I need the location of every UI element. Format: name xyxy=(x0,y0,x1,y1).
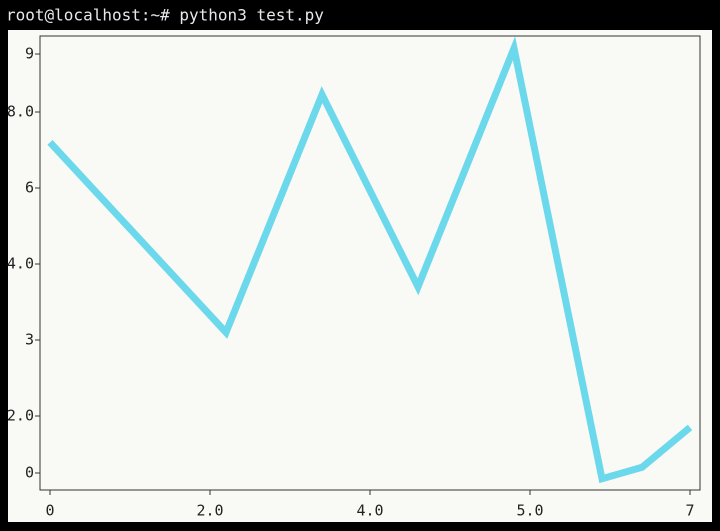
plot-window xyxy=(8,30,712,522)
y-tick-label: 2.0 xyxy=(7,407,34,425)
y-tick-label: 0 xyxy=(25,464,34,482)
x-tick-label: 5.0 xyxy=(516,502,543,520)
y-tick-label: 9 xyxy=(25,45,34,63)
y-tick-label: 3 xyxy=(25,331,34,349)
data-line xyxy=(47,36,693,484)
x-tick-label: 2.0 xyxy=(196,502,223,520)
x-tick-label: 7 xyxy=(685,502,694,520)
terminal-command: root@localhost:~# python3 test.py xyxy=(6,6,324,25)
x-tick-label: 4.0 xyxy=(356,502,383,520)
y-tick-label: 8.0 xyxy=(7,103,34,121)
x-tick-label: 0 xyxy=(45,502,54,520)
y-tick-label: 4.0 xyxy=(7,255,34,273)
y-tick-label: 6 xyxy=(25,179,34,197)
